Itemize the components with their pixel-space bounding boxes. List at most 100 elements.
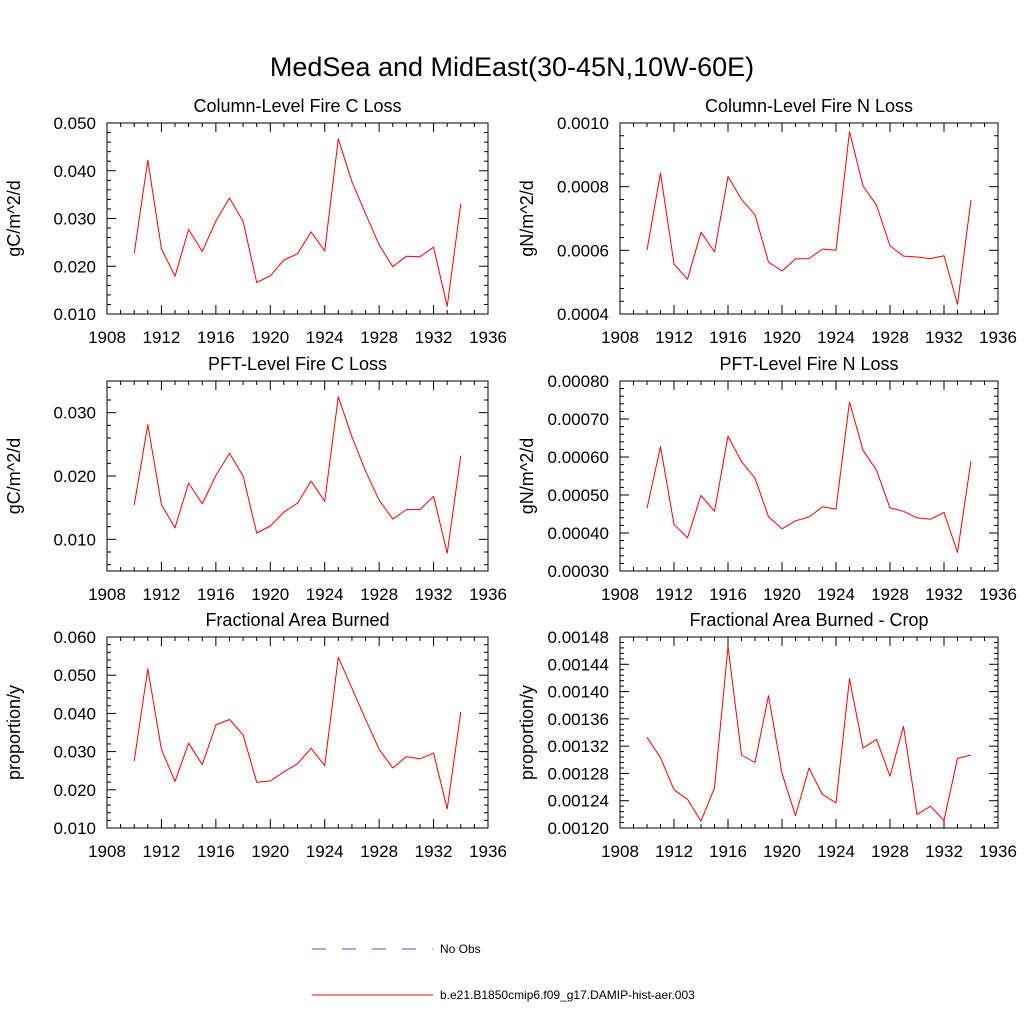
x-tick-label: 1928 xyxy=(871,842,909,861)
x-tick-label: 1924 xyxy=(306,842,344,861)
y-tick-label: 0.030 xyxy=(53,210,96,229)
x-tick-label: 1932 xyxy=(415,585,453,604)
x-tick-label: 1928 xyxy=(360,328,398,347)
legend-label-no-obs: No Obs xyxy=(440,942,481,956)
y-tick-label: 0.020 xyxy=(53,781,96,800)
y-tick-label: 0.00050 xyxy=(548,486,609,505)
panel-pft-fire-n-loss: PFT-Level Fire N Loss gN/m^2/d 1908 1912 191… xyxy=(517,354,1017,604)
x-tick-label: 1916 xyxy=(709,328,747,347)
x-tick-label: 1924 xyxy=(817,585,855,604)
x-tick-label: 1932 xyxy=(925,328,963,347)
x-tick-label: 1932 xyxy=(415,842,453,861)
y-axis-label: proportion/y xyxy=(4,685,24,780)
y-tick-label: 0.050 xyxy=(53,666,96,685)
y-tick-label: 0.0004 xyxy=(557,305,609,324)
y-tick-label: 0.00124 xyxy=(548,792,609,811)
figure-title: MedSea and MidEast(30-45N,10W-60E) xyxy=(270,52,754,82)
y-axis-label: gN/m^2/d xyxy=(517,180,537,256)
x-tick-label: 1936 xyxy=(469,842,507,861)
y-tick-label: 0.00060 xyxy=(548,448,609,467)
plot-frame xyxy=(106,380,489,572)
y-tick-label: 0.010 xyxy=(53,530,96,549)
x-tick-label: 1908 xyxy=(601,328,639,347)
y-tick-label: 0.0008 xyxy=(557,178,609,197)
panel-title: Column-Level Fire C Loss xyxy=(193,96,401,116)
x-tick-label: 1920 xyxy=(251,842,289,861)
x-tick-label: 1936 xyxy=(469,328,507,347)
x-tick-label: 1908 xyxy=(88,842,126,861)
panel-fractional-area-burned-crop: Fractional Area Burned - Crop proportion/… xyxy=(517,610,1017,861)
x-tick-label: 1920 xyxy=(251,328,289,347)
y-tick-label: 0.00070 xyxy=(548,410,609,429)
panel-title: PFT-Level Fire N Loss xyxy=(719,354,898,374)
series-line xyxy=(646,646,972,822)
y-axis-label: gC/m^2/d xyxy=(4,438,24,514)
x-tick-label: 1916 xyxy=(197,585,235,604)
x-tick-label: 1916 xyxy=(709,842,747,861)
y-tick-label: 0.020 xyxy=(53,467,96,486)
y-tick-label: 0.0010 xyxy=(557,114,609,133)
x-tick-label: 1920 xyxy=(763,585,801,604)
plot-frame xyxy=(619,122,999,315)
x-tick-label: 1912 xyxy=(143,328,181,347)
x-tick-label: 1916 xyxy=(197,328,235,347)
y-tick-label: 0.00080 xyxy=(548,372,609,391)
y-tick-label: 0.00148 xyxy=(548,628,609,647)
x-tick-label: 1928 xyxy=(360,842,398,861)
legend: No Obs b.e21.B1850cmip6.f09_g17.DAMIP-hi… xyxy=(312,942,695,1002)
panel-title: Column-Level Fire N Loss xyxy=(705,96,913,116)
x-tick-label: 1936 xyxy=(979,328,1017,347)
panel-column-fire-c-loss: Column-Level Fire C Loss gC/m^2/d 1908 1912… xyxy=(4,96,507,347)
panel-column-fire-n-loss: Column-Level Fire N Loss gN/m^2/d 1908 1912… xyxy=(517,96,1017,347)
panel-fractional-area-burned: Fractional Area Burned proportion/y 1908 19… xyxy=(4,610,507,861)
panel-title: PFT-Level Fire C Loss xyxy=(208,354,387,374)
y-tick-label: 0.030 xyxy=(53,404,96,423)
x-tick-label: 1912 xyxy=(655,328,693,347)
panel-title: Fractional Area Burned xyxy=(205,610,389,630)
x-tick-label: 1912 xyxy=(655,842,693,861)
x-tick-label: 1908 xyxy=(601,842,639,861)
plot-frame xyxy=(106,122,489,315)
x-tick-label: 1936 xyxy=(979,585,1017,604)
y-tick-label: 0.00132 xyxy=(548,737,609,756)
x-tick-label: 1916 xyxy=(197,842,235,861)
y-tick-label: 0.00030 xyxy=(548,562,609,581)
y-tick-label: 0.0006 xyxy=(557,241,609,260)
x-tick-label: 1932 xyxy=(415,328,453,347)
y-tick-label: 0.00128 xyxy=(548,764,609,783)
x-tick-label: 1928 xyxy=(871,328,909,347)
x-tick-label: 1920 xyxy=(763,842,801,861)
x-tick-label: 1924 xyxy=(817,842,855,861)
y-tick-label: 0.050 xyxy=(53,114,96,133)
y-tick-label: 0.00040 xyxy=(548,524,609,543)
y-tick-label: 0.040 xyxy=(53,162,96,181)
series-line xyxy=(133,656,462,810)
legend-label-model-run: b.e21.B1850cmip6.f09_g17.DAMIP-hist-aer.… xyxy=(440,988,695,1002)
x-tick-label: 1936 xyxy=(469,585,507,604)
x-tick-label: 1924 xyxy=(817,328,855,347)
x-tick-label: 1916 xyxy=(709,585,747,604)
x-tick-label: 1932 xyxy=(925,585,963,604)
y-tick-label: 0.010 xyxy=(53,305,96,324)
panel-title: Fractional Area Burned - Crop xyxy=(689,610,928,630)
series-line xyxy=(646,401,972,553)
series-line xyxy=(646,131,972,305)
y-tick-label: 0.00120 xyxy=(548,819,609,838)
x-tick-label: 1912 xyxy=(655,585,693,604)
series-line xyxy=(133,138,462,307)
x-tick-label: 1908 xyxy=(601,585,639,604)
x-tick-label: 1924 xyxy=(306,585,344,604)
series-line xyxy=(133,396,462,554)
y-tick-label: 0.020 xyxy=(53,257,96,276)
y-tick-label: 0.00144 xyxy=(548,655,609,674)
x-tick-label: 1936 xyxy=(979,842,1017,861)
plot-frame xyxy=(619,636,999,829)
y-tick-label: 0.010 xyxy=(53,819,96,838)
y-tick-label: 0.060 xyxy=(53,628,96,647)
x-tick-label: 1912 xyxy=(143,842,181,861)
x-tick-label: 1928 xyxy=(871,585,909,604)
y-tick-label: 0.00140 xyxy=(548,683,609,702)
y-tick-label: 0.030 xyxy=(53,743,96,762)
y-axis-label: proportion/y xyxy=(517,685,537,780)
